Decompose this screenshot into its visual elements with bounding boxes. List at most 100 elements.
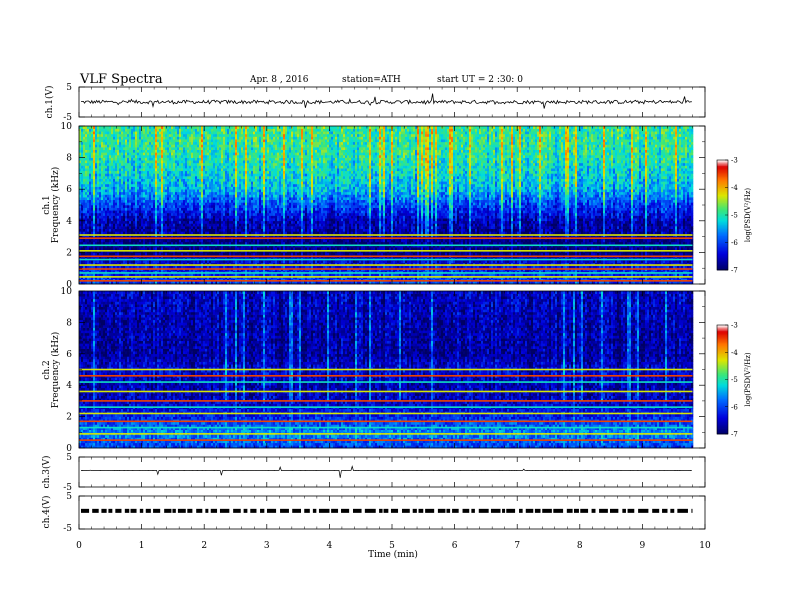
spectrogram-cell	[115, 152, 118, 156]
spectrogram-cell	[121, 231, 124, 235]
spectrogram-cell	[101, 165, 104, 169]
spectrogram-cell	[209, 147, 212, 150]
spectrogram-cell	[199, 205, 202, 208]
spectrogram-cell	[239, 147, 242, 150]
spectrogram-cell	[133, 252, 136, 256]
spectrogram-cell	[119, 128, 122, 132]
spectrogram-cell	[115, 218, 118, 222]
spectrogram-cell	[121, 241, 124, 245]
spectrogram-cell	[131, 215, 134, 219]
spectrogram-cell	[209, 194, 212, 198]
spectrogram-cell	[223, 183, 226, 187]
spectrogram-cell	[127, 186, 130, 190]
spectrogram-cell	[193, 131, 196, 135]
spectrogram-cell	[157, 141, 160, 145]
spectrogram-cell	[151, 144, 154, 148]
spectrogram-cell	[179, 165, 182, 169]
spectrogram-cell	[93, 205, 96, 208]
spectrogram-cell	[93, 178, 96, 182]
spectrogram-cell	[209, 252, 212, 256]
spectrogram-cell	[127, 215, 130, 219]
spectrogram-cell	[153, 176, 156, 179]
spectrogram-cell	[227, 241, 230, 245]
spectrogram-cell	[129, 247, 132, 251]
spectrogram-cell	[187, 191, 190, 195]
spectrogram-cell	[81, 265, 84, 269]
spectrogram-cell	[233, 281, 236, 285]
spectrogram-cell	[231, 210, 234, 214]
spectrogram-cell	[149, 160, 152, 164]
spectrogram-cell	[205, 168, 208, 172]
spectrogram-cell	[85, 160, 88, 164]
spectrogram-cell	[189, 202, 192, 206]
spectrogram-cell	[81, 165, 84, 169]
spectrogram-cell	[91, 165, 94, 169]
spectrogram-cell	[209, 228, 212, 232]
spectrogram-cell	[89, 128, 92, 132]
spectrogram-cell	[211, 139, 214, 143]
spectrogram-cell	[159, 168, 162, 172]
spectrogram-cell	[125, 223, 128, 227]
spectrogram-cell	[219, 157, 222, 161]
spectrogram-cell	[175, 260, 178, 264]
spectrogram-cell	[127, 183, 130, 187]
spectrogram-cell	[167, 181, 170, 185]
spectrogram-cell	[163, 149, 166, 153]
spectrogram-cell	[195, 205, 198, 208]
spectrogram-cell	[133, 141, 136, 145]
spectrogram-cell	[113, 133, 116, 137]
spectrogram-cell	[189, 189, 192, 193]
spectrogram-cell	[225, 183, 228, 187]
spectrogram-cell	[111, 176, 114, 179]
spectrogram-cell	[203, 239, 206, 243]
spectrogram-cell	[195, 252, 198, 256]
spectrogram-cell	[115, 157, 118, 161]
spectrogram-cell	[135, 260, 138, 264]
spectrogram-cell	[119, 147, 122, 150]
spectrogram-cell	[177, 241, 180, 245]
spectrogram-cell	[211, 136, 214, 140]
spectrogram-cell	[157, 176, 160, 179]
spectrogram-cell	[215, 247, 218, 251]
spectrogram-cell	[163, 126, 166, 129]
spectrogram-cell	[217, 228, 220, 232]
spectrogram-cell	[139, 178, 142, 182]
spectrogram-cell	[171, 147, 174, 150]
spectrogram-cell	[79, 186, 82, 190]
spectrogram-cell	[237, 139, 240, 143]
spectrogram-cell	[181, 197, 184, 201]
spectrogram-cell	[115, 173, 118, 177]
spectrogram-cell	[221, 168, 224, 172]
spectrogram-cell	[183, 131, 186, 135]
spectrogram-cell	[163, 252, 166, 256]
spectrogram-cell	[215, 131, 218, 135]
spectrogram-cell	[143, 199, 146, 203]
spectrogram-cell	[99, 231, 102, 235]
spectrogram-cell	[105, 133, 108, 137]
spectrogram-cell	[105, 189, 108, 193]
spectrogram-cell	[147, 147, 150, 150]
spectrogram-cell	[219, 218, 222, 222]
spectrogram-cell	[169, 170, 172, 174]
spectrogram-cell	[227, 152, 230, 156]
spectrogram-cell	[89, 183, 92, 187]
spectrogram-cell	[115, 189, 118, 193]
spectrogram-cell	[207, 133, 210, 137]
spectrogram-cell	[205, 247, 208, 251]
spectrogram-cell	[211, 212, 214, 216]
spectrogram-cell	[99, 265, 102, 269]
spectrogram-cell	[99, 205, 102, 208]
spectrogram-cell	[137, 126, 140, 129]
spectrogram-cell	[197, 218, 200, 222]
spectrogram-cell	[179, 126, 182, 129]
spectrogram-cell	[181, 226, 184, 229]
spectrogram-cell	[219, 226, 222, 229]
spectrogram-cell	[97, 212, 100, 216]
spectrogram-cell	[189, 168, 192, 172]
spectrogram-cell	[139, 260, 142, 264]
spectrogram-cell	[225, 181, 228, 185]
spectrogram-cell	[185, 199, 188, 203]
spectrogram-cell	[215, 202, 218, 206]
spectrogram-cell	[107, 157, 110, 161]
spectrogram-cell	[145, 133, 148, 137]
